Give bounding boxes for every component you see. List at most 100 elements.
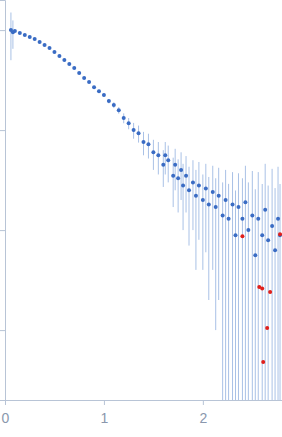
point <box>270 224 274 228</box>
error-bar <box>275 188 276 400</box>
error-bar <box>168 146 169 183</box>
point <box>43 43 47 47</box>
error-bars <box>11 12 280 400</box>
point <box>161 163 165 167</box>
y-tick-mark <box>0 30 5 31</box>
error-bar <box>10 12 11 60</box>
error-bar <box>278 167 279 400</box>
error-bar <box>242 178 243 400</box>
point <box>191 180 195 184</box>
point <box>273 248 277 252</box>
x-axis-line <box>6 401 282 406</box>
error-bar <box>252 171 253 400</box>
error-bar <box>272 169 273 400</box>
point <box>112 103 116 107</box>
x-tick: 2 <box>199 400 207 426</box>
error-bar <box>186 156 187 212</box>
x-tick-mark <box>104 400 105 405</box>
error-bar <box>12 20 13 48</box>
point <box>260 287 264 291</box>
point <box>204 187 208 191</box>
point <box>33 37 37 41</box>
point <box>187 188 191 192</box>
point <box>62 58 66 62</box>
error-bar <box>228 184 229 400</box>
error-bar <box>262 184 263 400</box>
point <box>261 360 265 364</box>
point <box>166 158 170 162</box>
y-tick <box>0 30 5 31</box>
error-bar <box>225 170 226 400</box>
point <box>276 217 280 221</box>
error-bar <box>198 162 199 240</box>
points <box>240 232 282 364</box>
x-tick-label: 1 <box>101 410 109 426</box>
point <box>250 213 254 217</box>
point <box>48 46 52 50</box>
point <box>214 205 218 209</box>
point <box>224 198 228 202</box>
error-bar <box>218 168 219 300</box>
error-bar <box>175 149 176 190</box>
error-bar <box>178 159 179 212</box>
point <box>197 183 201 187</box>
error-bar <box>202 174 203 269</box>
point <box>97 89 101 93</box>
point <box>266 238 270 242</box>
point <box>82 76 86 80</box>
error-bar <box>183 164 184 230</box>
error-bar <box>280 184 281 400</box>
points <box>9 28 282 257</box>
point <box>176 176 180 180</box>
point <box>92 85 96 89</box>
point <box>268 290 272 294</box>
y-tick <box>0 130 5 131</box>
y-axis <box>0 1 6 401</box>
marks <box>9 12 282 400</box>
plot: 0 1 2 <box>0 1 282 427</box>
point <box>201 198 205 202</box>
error-bar <box>195 170 196 270</box>
point <box>211 190 215 194</box>
point <box>221 213 225 217</box>
error-bar <box>189 167 190 246</box>
point <box>246 228 250 232</box>
error-bar <box>255 189 256 400</box>
point <box>38 40 42 44</box>
error-bar <box>192 160 193 230</box>
error-bar <box>158 142 159 174</box>
point <box>256 217 260 221</box>
error-bar <box>265 164 266 400</box>
point <box>122 116 126 120</box>
x-tick: 1 <box>101 400 109 426</box>
point <box>117 108 121 112</box>
point <box>77 71 81 75</box>
point <box>278 232 282 236</box>
point <box>194 194 198 198</box>
y-axis-line <box>0 1 6 401</box>
y-tick-mark <box>0 330 5 331</box>
point <box>57 54 61 58</box>
point <box>171 174 175 178</box>
x-tick-label: 0 <box>2 410 10 426</box>
y-tick-mark <box>0 130 5 131</box>
point <box>240 234 244 238</box>
error-bar <box>235 190 236 400</box>
point <box>231 203 235 207</box>
error-bar <box>248 182 249 400</box>
point <box>278 233 282 237</box>
point <box>67 62 71 66</box>
point <box>181 183 185 187</box>
point <box>265 326 269 330</box>
point <box>137 131 141 135</box>
point <box>102 93 106 97</box>
point <box>227 217 231 221</box>
error-bar <box>181 152 182 200</box>
point <box>72 66 76 70</box>
point <box>146 142 150 146</box>
point <box>87 80 91 84</box>
x-tick: 0 <box>2 400 10 426</box>
point <box>107 99 111 103</box>
error-bar <box>165 142 166 174</box>
error-bar <box>208 177 209 300</box>
